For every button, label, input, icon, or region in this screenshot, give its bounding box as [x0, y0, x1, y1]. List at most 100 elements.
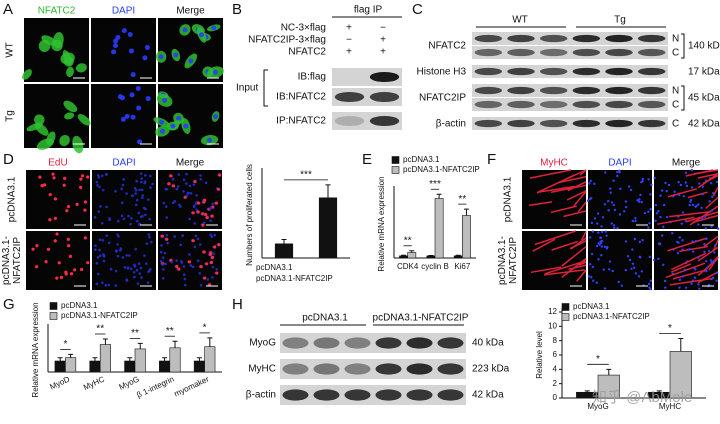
legend-label: pcDNA3.1-NFATC2IP [61, 311, 138, 320]
nucleus [600, 225, 603, 228]
nucleus [634, 217, 637, 220]
nucleus [701, 185, 705, 188]
nucleus [101, 188, 105, 192]
nucleus [663, 279, 667, 283]
error-bar [281, 239, 287, 244]
nucleus [603, 287, 607, 290]
nucleus [685, 184, 689, 188]
nucleus [657, 257, 660, 261]
nucleus [603, 203, 607, 206]
nucleus [138, 272, 141, 275]
fiber [551, 240, 578, 251]
nucleus [607, 209, 610, 212]
nucleus [602, 268, 605, 271]
group-label: Input [236, 83, 258, 94]
edu-dot [191, 239, 195, 243]
edu-dot [203, 276, 207, 280]
nucleus [125, 278, 129, 281]
nucleus [664, 286, 667, 289]
micrograph-bg [522, 170, 586, 229]
fraction-label: N [672, 34, 679, 45]
nucleus [120, 214, 124, 218]
nucleus [98, 238, 102, 242]
nucleus [690, 186, 694, 189]
nucleus [160, 244, 163, 247]
band [539, 48, 568, 57]
nucleus [648, 255, 651, 259]
nucleus [649, 279, 652, 283]
size-label: 223 kDa [472, 364, 510, 375]
nucleus [185, 172, 188, 176]
band [539, 100, 568, 109]
nucleus [182, 178, 186, 181]
nucleus [125, 192, 128, 195]
nucleus [180, 260, 183, 263]
nucleus [140, 276, 143, 279]
nucleus [626, 255, 630, 258]
row-label: NFATC2IP [508, 237, 519, 284]
nucleus [213, 114, 219, 120]
nucleus [135, 179, 139, 183]
nucleus [120, 187, 123, 191]
nucleus [683, 268, 686, 272]
bar [65, 357, 77, 373]
edu-dot [204, 212, 208, 217]
nucleus [97, 175, 101, 179]
nucleus [105, 172, 108, 176]
nucleus [649, 207, 652, 211]
edu-dot [65, 209, 69, 213]
band [539, 86, 568, 95]
nucleus [629, 188, 633, 192]
nucleus [141, 194, 145, 197]
nucleus [121, 256, 125, 259]
blot-label: NFATC2IP [419, 93, 466, 104]
nucleus [213, 233, 217, 237]
nucleus [145, 96, 151, 102]
nucleus [130, 72, 136, 78]
nucleus [107, 241, 111, 245]
bar [99, 344, 111, 373]
panel-label: E [362, 151, 372, 168]
nucleus [175, 259, 178, 262]
edu-dot [187, 260, 192, 264]
blot-label: β-actin [246, 390, 276, 401]
nucleus [589, 263, 592, 266]
fiber [705, 196, 719, 209]
nucleus [107, 283, 111, 287]
error-bar [678, 338, 684, 352]
nucleus [149, 186, 152, 189]
nucleus [684, 181, 687, 184]
nucleus [641, 179, 644, 183]
significance-label: *** [429, 179, 441, 190]
band [313, 337, 340, 349]
nucleus [198, 272, 202, 275]
fiber [567, 181, 587, 192]
cell [38, 39, 51, 53]
band [406, 363, 433, 375]
micrograph [153, 84, 223, 148]
fraction-bracket [681, 33, 685, 59]
x-tick-label: myomaker [173, 374, 211, 398]
nucleus [192, 183, 196, 186]
legend-swatch [49, 312, 58, 320]
nucleus [161, 263, 165, 266]
nucleus [166, 241, 169, 245]
fiber [671, 252, 707, 271]
band [406, 389, 433, 401]
legend-swatch [391, 156, 400, 164]
nucleus [170, 260, 174, 264]
nucleus [130, 114, 136, 120]
micrograph [587, 230, 652, 291]
fiber [550, 205, 577, 214]
edu-dot [67, 244, 71, 248]
fiber [708, 256, 719, 271]
nucleus [192, 204, 196, 208]
edu-dot [51, 172, 55, 176]
error-bar [92, 357, 98, 361]
edu-dot [57, 261, 61, 265]
nucleus [652, 258, 656, 262]
nucleus [703, 243, 706, 246]
nucleus [592, 279, 595, 282]
nucleus [659, 215, 662, 219]
nucleus [95, 261, 99, 265]
